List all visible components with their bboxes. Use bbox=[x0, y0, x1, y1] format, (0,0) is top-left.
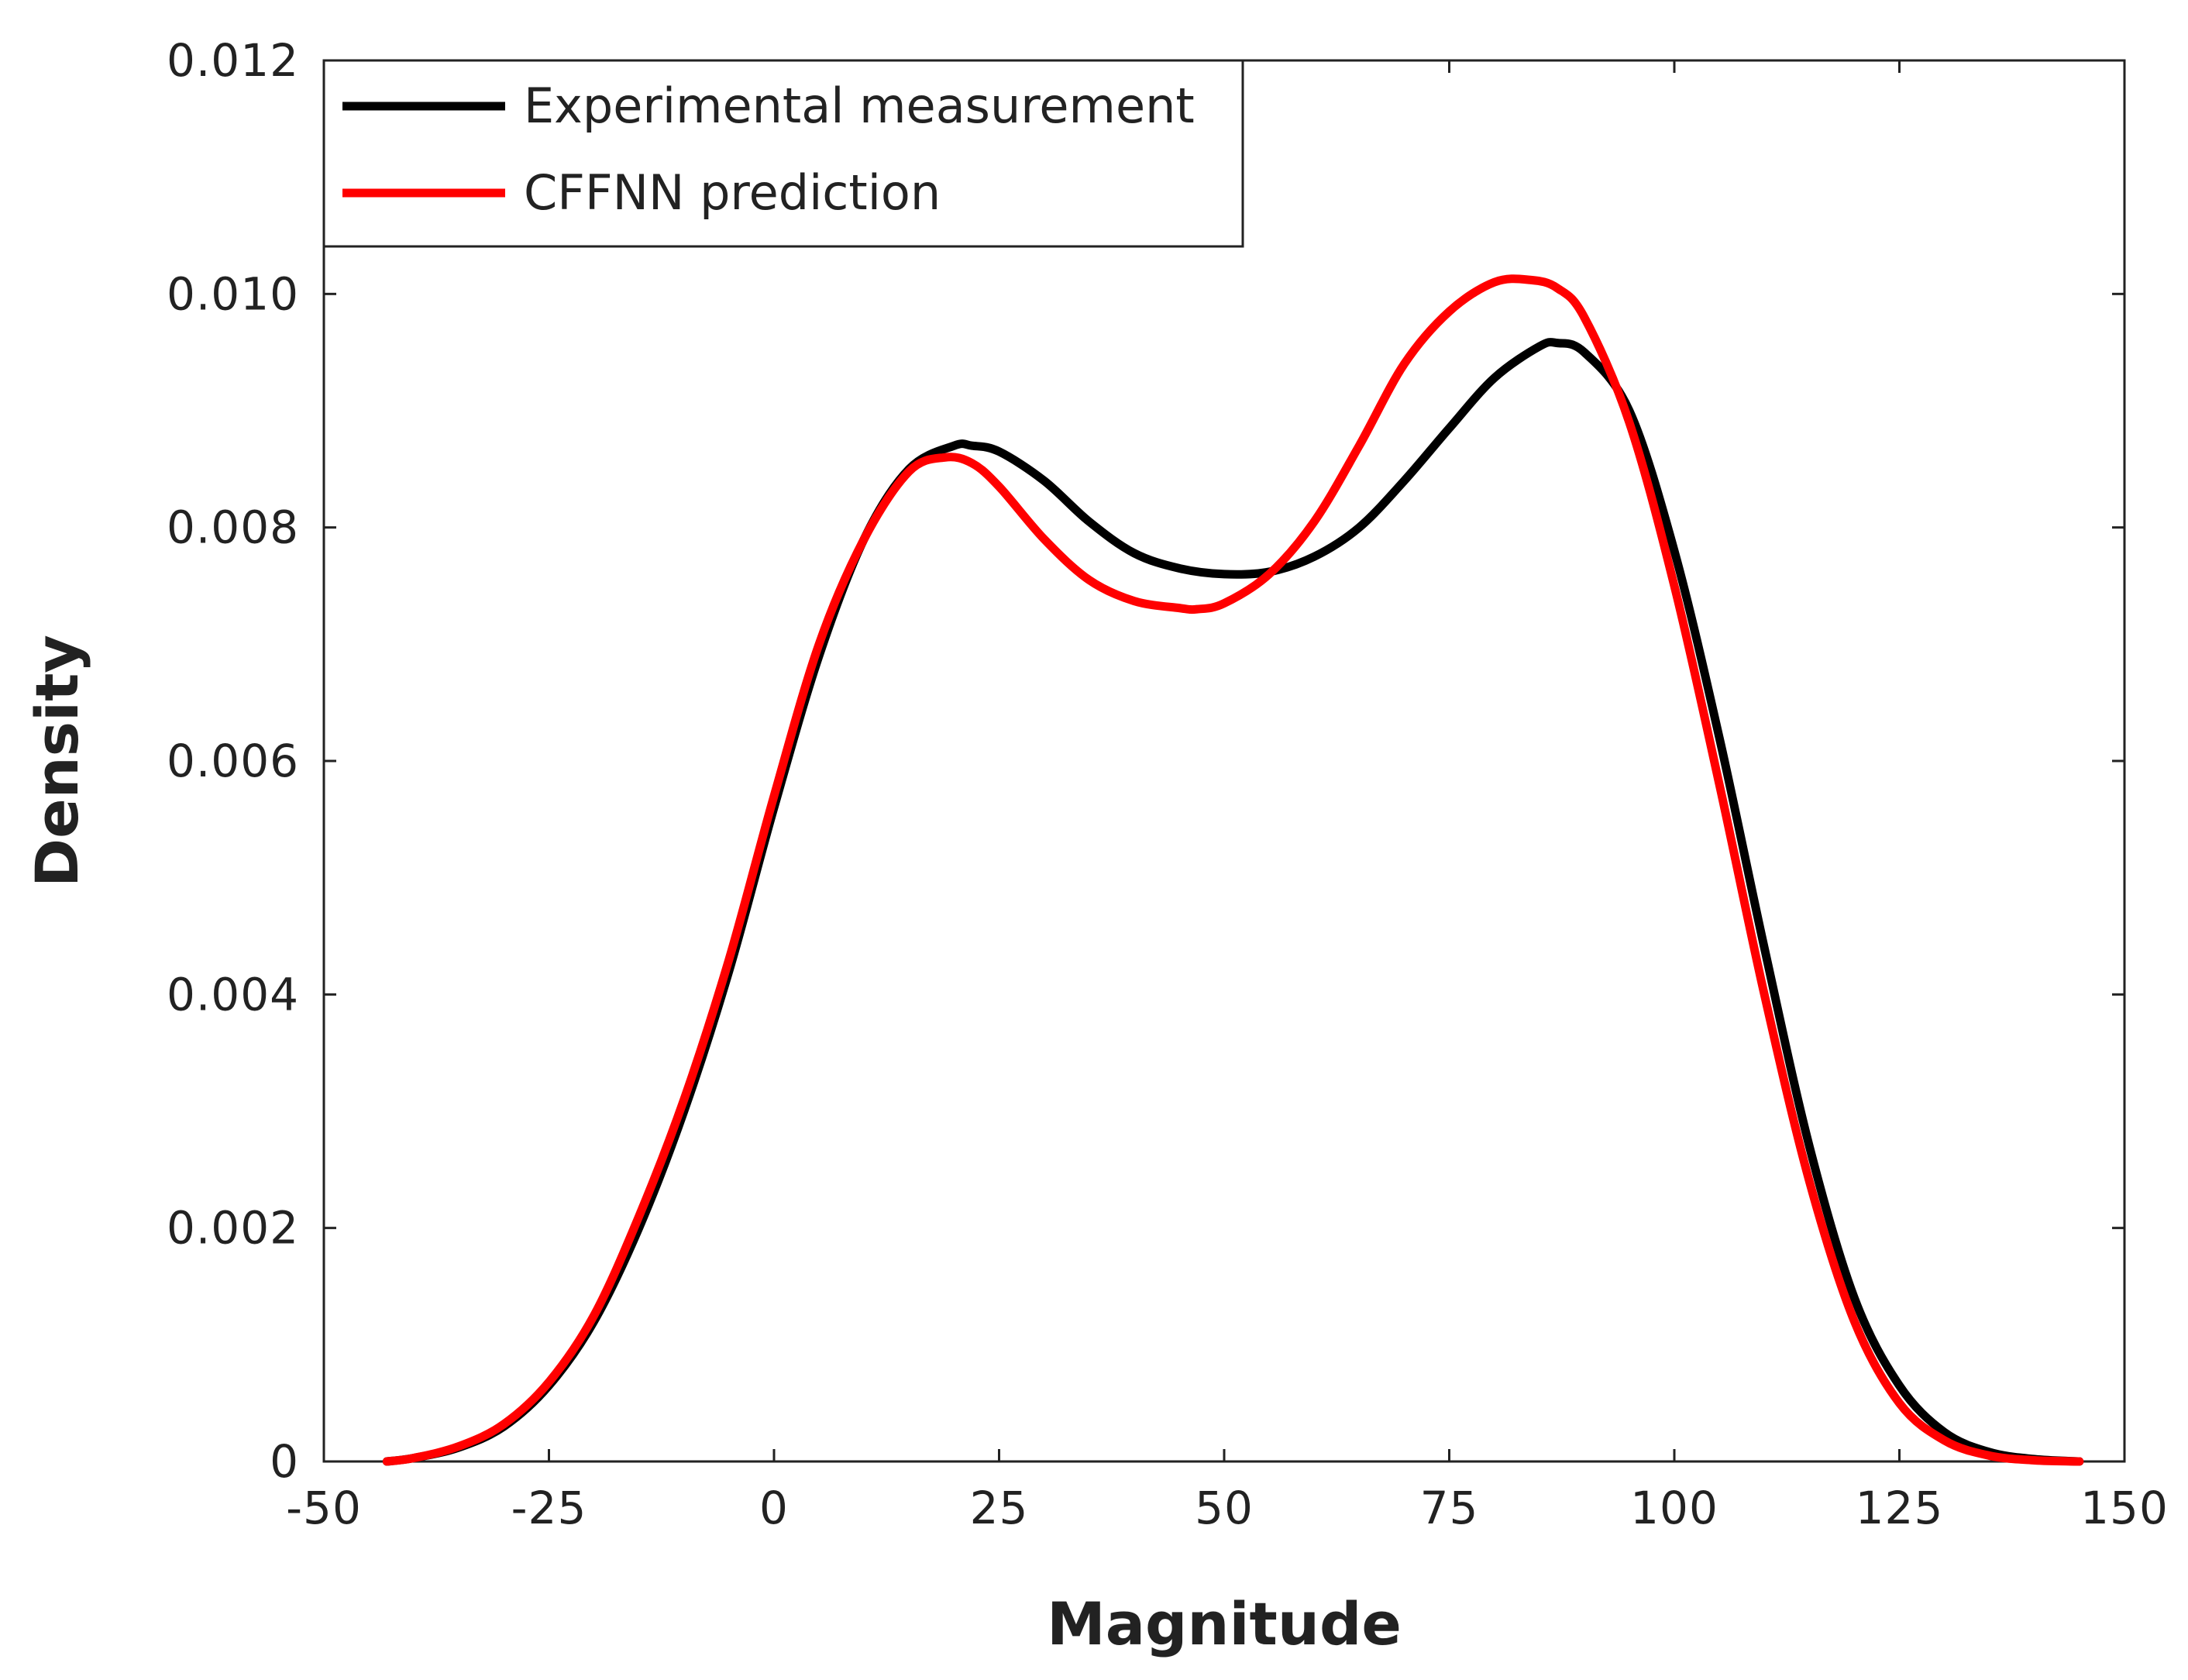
x-tick-label: 75 bbox=[1420, 1482, 1479, 1534]
series-line-experimental bbox=[382, 338, 2084, 1466]
x-axis-ticks: -50 -25 0 25 50 75 100 125 150 bbox=[286, 60, 2169, 1534]
x-tick-label: 100 bbox=[1630, 1482, 1718, 1534]
x-tick-label: -50 bbox=[286, 1482, 362, 1534]
y-axis-title: Density bbox=[22, 635, 91, 887]
legend-box bbox=[322, 59, 1244, 248]
y-tick-label: 0 bbox=[270, 1435, 299, 1488]
x-tick-label: 25 bbox=[970, 1482, 1029, 1534]
x-axis-title: Magnitude bbox=[1047, 1589, 1402, 1658]
y-tick-label: 0.002 bbox=[167, 1202, 299, 1255]
legend-label-experimental: Experimental measurement bbox=[524, 77, 1195, 134]
y-tick-label: 0.004 bbox=[167, 968, 299, 1021]
series-line-cffnn bbox=[382, 274, 2084, 1466]
y-tick-label: 0.006 bbox=[167, 735, 299, 787]
x-tick-label: -25 bbox=[511, 1482, 587, 1534]
legend-label-cffnn: CFFNN prediction bbox=[524, 164, 941, 221]
x-tick-label: 125 bbox=[1856, 1482, 1944, 1534]
series-layer bbox=[382, 274, 2084, 1466]
y-tick-label: 0.010 bbox=[167, 267, 299, 320]
y-axis-ticks: 0 0.002 0.004 0.006 0.008 0.010 0.012 bbox=[167, 34, 2124, 1488]
x-tick-label: 0 bbox=[759, 1482, 789, 1534]
y-tick-label: 0.008 bbox=[167, 501, 299, 554]
x-tick-label: 150 bbox=[2080, 1482, 2169, 1534]
legend: Experimental measurement CFFNN predictio… bbox=[322, 59, 1244, 248]
y-tick-label: 0.012 bbox=[167, 34, 299, 87]
x-tick-label: 50 bbox=[1195, 1482, 1254, 1534]
plot-area-frame bbox=[322, 59, 2126, 1463]
